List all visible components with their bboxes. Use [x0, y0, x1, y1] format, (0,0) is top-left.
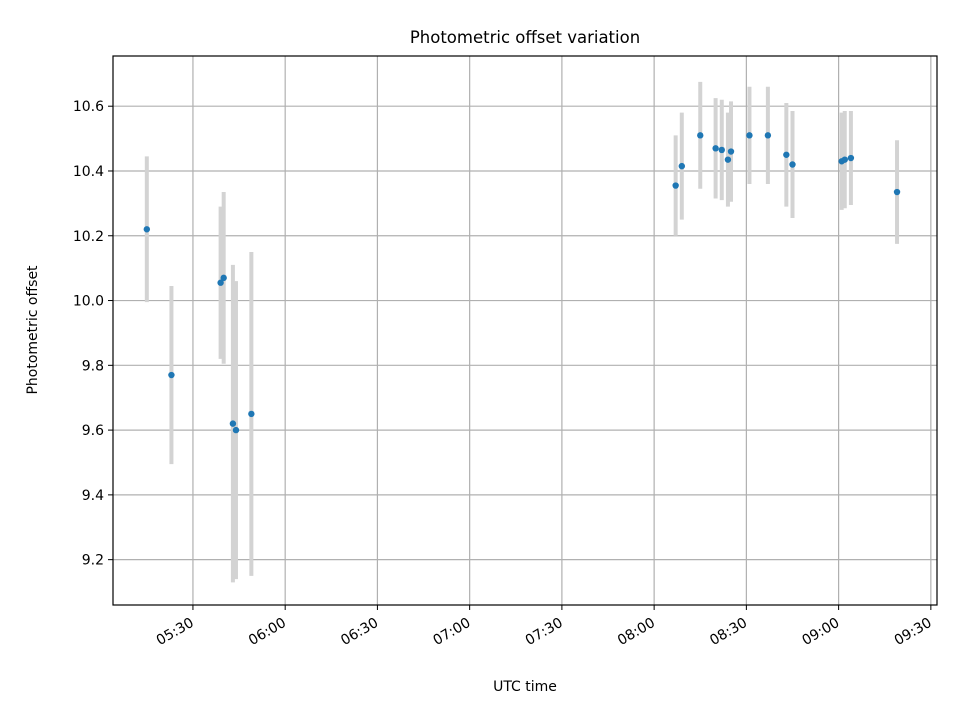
data-point — [697, 132, 704, 139]
data-point — [672, 182, 679, 189]
y-tick-label: 10.4 — [73, 164, 104, 180]
plot-frame — [112, 55, 938, 606]
chart-title: Photometric offset variation — [410, 28, 640, 47]
data-point — [746, 132, 753, 139]
data-point — [678, 162, 686, 170]
data-point — [232, 426, 240, 434]
data-point — [220, 274, 227, 282]
y-axis-ticks: 9.2 9.4 9.6 9.8 10.0 10.2 10.4 10.6 — [73, 99, 113, 569]
data-point — [789, 161, 796, 168]
y-tick-label: 9.6 — [82, 423, 104, 439]
data-point — [229, 420, 237, 427]
y-tick-label: 9.4 — [82, 488, 104, 504]
data-point — [712, 145, 719, 152]
y-tick-label: 10.0 — [73, 294, 104, 310]
y-tick-label: 9.2 — [82, 553, 104, 569]
data-point — [727, 148, 735, 155]
data-point — [143, 226, 151, 233]
data-point — [168, 371, 175, 379]
data-point — [783, 151, 790, 158]
y-axis-label: Photometric offset — [25, 265, 41, 395]
data-point — [893, 188, 901, 196]
data-point — [248, 410, 255, 418]
x-axis-label: UTC time — [493, 679, 557, 695]
data-point — [217, 279, 224, 286]
data-point — [764, 132, 772, 139]
data-point — [718, 146, 725, 154]
y-tick-label: 10.6 — [73, 99, 104, 115]
data-point — [841, 156, 848, 163]
y-tick-label: 9.8 — [82, 358, 104, 374]
data-point — [724, 156, 732, 163]
data-points — [143, 132, 901, 434]
data-point — [847, 154, 855, 162]
y-tick-label: 10.2 — [73, 229, 104, 245]
